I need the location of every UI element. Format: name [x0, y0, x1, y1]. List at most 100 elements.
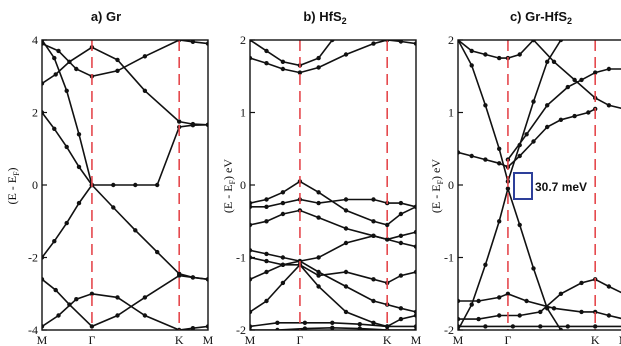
band-point [538, 324, 543, 329]
band-point [483, 157, 488, 162]
band-line-6 [42, 40, 93, 186]
band-point [497, 55, 502, 61]
band-point [565, 324, 570, 329]
band-point [497, 313, 502, 318]
band-point [531, 99, 536, 104]
y-ticks-layer: 4 2 0 -2 -4 [28, 33, 47, 337]
band-point [264, 269, 269, 275]
band-point [76, 200, 82, 206]
band-point [76, 164, 82, 170]
band-point [264, 298, 269, 304]
band-point [190, 326, 196, 330]
band-point [545, 103, 550, 108]
band-point [579, 309, 584, 315]
band-point [476, 298, 481, 304]
band-point [190, 275, 196, 280]
band-point [497, 161, 502, 166]
band-point [357, 326, 362, 330]
band-point [517, 222, 522, 228]
band-point [275, 320, 280, 325]
band-point [343, 269, 349, 275]
band-point [264, 219, 269, 224]
x-tick-label: M [411, 333, 422, 346]
band-point [142, 313, 148, 318]
band-point [371, 233, 376, 238]
band-point [115, 313, 120, 318]
band-point [280, 211, 286, 217]
band-point [371, 320, 376, 325]
band-point [398, 306, 404, 311]
band-point [371, 197, 376, 202]
band-point [56, 48, 61, 54]
band-point [280, 280, 286, 286]
y-tick-label: -2 [28, 251, 38, 265]
y-tick-label: 1 [448, 106, 454, 120]
band-point [264, 204, 269, 209]
band-point [483, 262, 488, 267]
band-point [52, 126, 57, 131]
band-point [111, 182, 116, 188]
band-line-6 [250, 256, 416, 313]
band-point [53, 72, 58, 77]
band-point [264, 48, 269, 54]
band-point [524, 132, 529, 137]
plot-frame [249, 39, 417, 331]
band-point [572, 77, 577, 83]
band-point [343, 284, 349, 289]
band-point [343, 52, 349, 57]
band-point [297, 70, 303, 75]
band-point [316, 200, 321, 206]
band-point [316, 190, 321, 195]
band-point [264, 197, 269, 202]
y-tick-label: 0 [240, 178, 246, 192]
bands-layer [42, 40, 208, 330]
band-point [133, 228, 138, 233]
symmetry-lines-layer [91, 40, 180, 330]
band-point [497, 146, 502, 151]
band-line-5 [532, 40, 621, 110]
band-point [52, 55, 57, 61]
band-point [606, 103, 612, 108]
band-point [133, 182, 138, 188]
y-axis-label: (E - EF) eV [429, 159, 445, 213]
band-point [385, 237, 390, 242]
panel-title: c) Gr-HfS2 [510, 9, 572, 26]
band-point [505, 186, 511, 191]
band-point [572, 113, 577, 119]
band-point [606, 66, 612, 72]
band-point [52, 239, 57, 244]
y-tick-label: -1 [444, 251, 454, 265]
band-point [371, 277, 376, 282]
band-line-1 [250, 40, 333, 67]
y-ticks-layer: 2 1 0 -1 -2 [444, 33, 463, 337]
x-tick-label: M [245, 333, 256, 346]
panel-gr-hfs2: c) Gr-HfS2 (E - EF) eV 2 1 0 -1 -2 M Γ K M 30.7… [429, 9, 621, 346]
band-point [330, 320, 335, 325]
band-point [111, 205, 116, 210]
band-point [606, 284, 612, 289]
band-point [115, 57, 120, 63]
panel-title: a) Gr [91, 9, 121, 24]
y-axis-label: (E - EF) [5, 167, 21, 204]
band-point [89, 291, 95, 296]
band-point [142, 295, 148, 300]
band-line-7 [458, 278, 621, 320]
band-point [469, 153, 474, 159]
x-tick-label: K [383, 333, 392, 346]
x-tick-label: Γ [88, 333, 95, 346]
band-point [142, 54, 148, 59]
band-point [371, 219, 376, 224]
x-tick-label: K [175, 333, 184, 346]
band-point [483, 52, 488, 57]
band-line-4 [250, 209, 416, 241]
band-line-4 [507, 68, 621, 161]
band-point [510, 324, 516, 329]
band-point [558, 117, 564, 123]
y-tick-label: -4 [28, 323, 38, 337]
band-point [551, 306, 557, 311]
band-point [343, 197, 349, 202]
band-line-3 [42, 274, 208, 328]
